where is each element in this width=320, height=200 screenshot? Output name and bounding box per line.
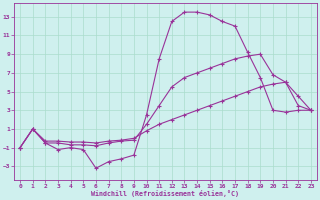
X-axis label: Windchill (Refroidissement éolien,°C): Windchill (Refroidissement éolien,°C)	[92, 190, 239, 197]
